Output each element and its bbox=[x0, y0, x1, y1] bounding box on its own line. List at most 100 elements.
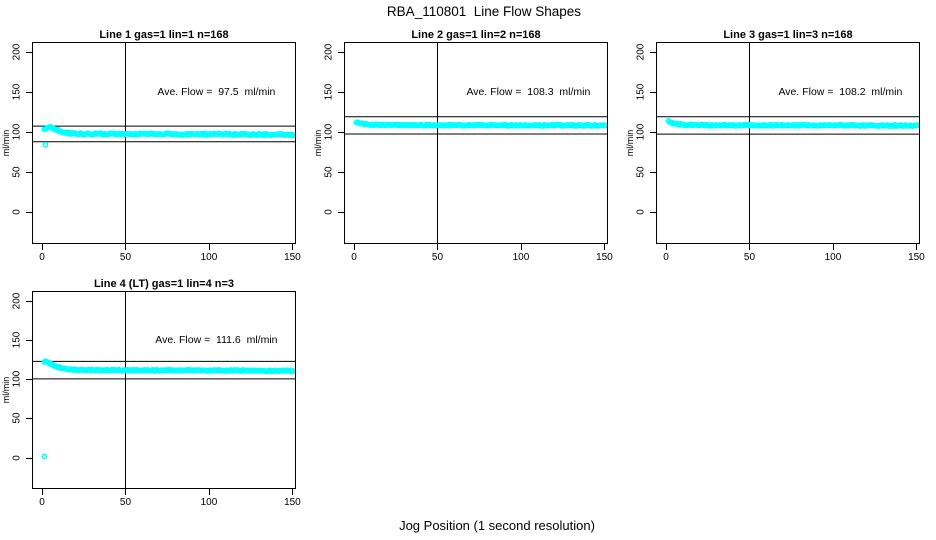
subplot-title: Line 2 gas=1 lin=2 n=168 bbox=[411, 29, 541, 41]
outlier-point bbox=[42, 141, 49, 148]
x-tick-mark bbox=[125, 489, 127, 495]
x-tick-mark bbox=[666, 244, 667, 250]
y-tick-label: 150 bbox=[323, 83, 335, 101]
y-tick-label: 50 bbox=[11, 412, 23, 424]
x-tick-mark bbox=[292, 244, 294, 250]
y-axis-label: ml/min bbox=[1, 376, 11, 404]
x-tick-label: 50 bbox=[119, 497, 132, 508]
x-tick-mark bbox=[125, 244, 127, 250]
plot-svg bbox=[657, 43, 919, 243]
subplot-line-1: Line 1 gas=1 lin=1 n=168 ml/min Ave. Flo… bbox=[0, 20, 312, 270]
y-tick-label: 200 bbox=[11, 292, 23, 310]
x-tick-label: 150 bbox=[908, 252, 925, 263]
x-tick-mark bbox=[208, 244, 210, 250]
y-tick-label: 50 bbox=[635, 166, 647, 178]
y-tick-label: 0 bbox=[635, 209, 647, 215]
y-tick-label: 150 bbox=[11, 331, 23, 349]
y-axis-label: ml/min bbox=[313, 129, 323, 157]
y-tick-label: 200 bbox=[323, 43, 335, 61]
y-tick-label: 0 bbox=[11, 209, 23, 215]
ave-flow-annotation: Ave. Flow = 108.2 ml/min bbox=[778, 86, 903, 98]
y-tick-mark bbox=[650, 212, 656, 213]
y-tick-mark bbox=[26, 92, 32, 93]
x-tick-mark bbox=[437, 244, 439, 250]
y-tick-mark bbox=[650, 52, 656, 53]
x-tick-label: 0 bbox=[663, 252, 669, 263]
y-tick-label: 200 bbox=[11, 43, 23, 61]
x-tick-mark bbox=[520, 244, 522, 250]
x-tick-label: 100 bbox=[512, 252, 530, 263]
y-tick-mark bbox=[26, 418, 32, 420]
ave-flow-annotation: Ave. Flow = 97.5 ml/min bbox=[157, 86, 276, 98]
x-tick-mark bbox=[292, 489, 294, 495]
y-tick-label: 100 bbox=[323, 123, 335, 141]
y-tick-label: 100 bbox=[11, 370, 23, 388]
y-tick-mark bbox=[650, 92, 656, 93]
plot-svg bbox=[345, 43, 607, 243]
x-tick-mark bbox=[42, 244, 43, 250]
plot-box: Ave. Flow = 111.6 ml/min bbox=[32, 291, 296, 489]
x-tick-label: 0 bbox=[351, 252, 357, 263]
y-tick-mark bbox=[26, 52, 32, 53]
ave-flow-annotation: Ave. Flow = 111.6 ml/min bbox=[155, 334, 278, 347]
plot-svg bbox=[33, 43, 295, 243]
y-tick-mark bbox=[26, 172, 32, 173]
y-tick-label: 150 bbox=[635, 83, 647, 101]
plot-box: Ave. Flow = 108.2 ml/min bbox=[656, 42, 920, 244]
figure-title: RBA_110801 Line Flow Shapes bbox=[386, 4, 582, 19]
x-tick-mark bbox=[749, 244, 751, 250]
y-tick-label: 200 bbox=[635, 43, 647, 61]
y-tick-mark bbox=[650, 132, 656, 133]
y-axis-label: ml/min bbox=[1, 129, 11, 157]
y-tick-label: 0 bbox=[11, 454, 23, 461]
y-tick-mark bbox=[26, 457, 32, 459]
subplot-line-2: Line 2 gas=1 lin=2 n=168 ml/min Ave. Flo… bbox=[312, 20, 624, 270]
x-tick-label: 150 bbox=[596, 252, 613, 263]
x-tick-label: 100 bbox=[200, 497, 218, 508]
y-tick-mark bbox=[338, 132, 344, 133]
x-tick-label: 100 bbox=[200, 252, 218, 263]
data-point bbox=[602, 122, 607, 129]
subplot-title: Line 4 (LT) gas=1 lin=4 n=3 bbox=[93, 278, 235, 290]
x-tick-mark bbox=[354, 244, 355, 250]
data-point bbox=[290, 368, 295, 375]
x-tick-label: 150 bbox=[284, 497, 301, 508]
plot-box: Ave. Flow = 108.3 ml/min bbox=[344, 42, 608, 244]
y-axis-label: ml/min bbox=[625, 129, 635, 157]
y-tick-mark bbox=[26, 379, 32, 381]
y-tick-label: 0 bbox=[323, 209, 335, 215]
x-tick-label: 50 bbox=[119, 252, 132, 263]
subplot-title: Line 1 gas=1 lin=1 n=168 bbox=[99, 29, 229, 41]
y-tick-label: 50 bbox=[11, 166, 23, 178]
x-tick-label: 100 bbox=[824, 252, 842, 263]
y-tick-mark bbox=[26, 132, 32, 133]
plot-box: Ave. Flow = 97.5 ml/min bbox=[32, 42, 296, 244]
x-tick-mark bbox=[832, 244, 834, 250]
subplot-line-3: Line 3 gas=1 lin=3 n=168 ml/min Ave. Flo… bbox=[624, 20, 936, 270]
ave-flow-annotation: Ave. Flow = 108.3 ml/min bbox=[466, 86, 591, 98]
y-tick-label: 100 bbox=[11, 123, 23, 141]
x-tick-label: 0 bbox=[39, 497, 45, 508]
x-tick-label: 0 bbox=[39, 252, 45, 263]
y-tick-mark bbox=[338, 212, 344, 213]
x-tick-label: 50 bbox=[743, 252, 756, 263]
x-tick-mark bbox=[916, 244, 918, 250]
x-tick-mark bbox=[604, 244, 606, 250]
y-tick-mark bbox=[650, 172, 656, 173]
y-tick-mark bbox=[26, 300, 32, 302]
figure-xlabel: Jog Position (1 second resolution) bbox=[399, 518, 595, 533]
y-tick-mark bbox=[338, 172, 344, 173]
y-tick-label: 100 bbox=[635, 123, 647, 141]
outlier-point bbox=[41, 453, 48, 460]
x-tick-label: 150 bbox=[284, 252, 301, 263]
x-tick-label: 50 bbox=[431, 252, 444, 263]
y-tick-mark bbox=[338, 52, 344, 53]
plot-svg bbox=[33, 292, 295, 488]
x-tick-mark bbox=[42, 489, 43, 495]
x-tick-mark bbox=[208, 489, 210, 495]
y-tick-label: 150 bbox=[11, 83, 23, 101]
y-tick-mark bbox=[26, 340, 32, 342]
data-point bbox=[914, 122, 919, 129]
subplot-line-4: Line 4 (LT) gas=1 lin=4 n=3 ml/min Ave. … bbox=[0, 269, 312, 519]
